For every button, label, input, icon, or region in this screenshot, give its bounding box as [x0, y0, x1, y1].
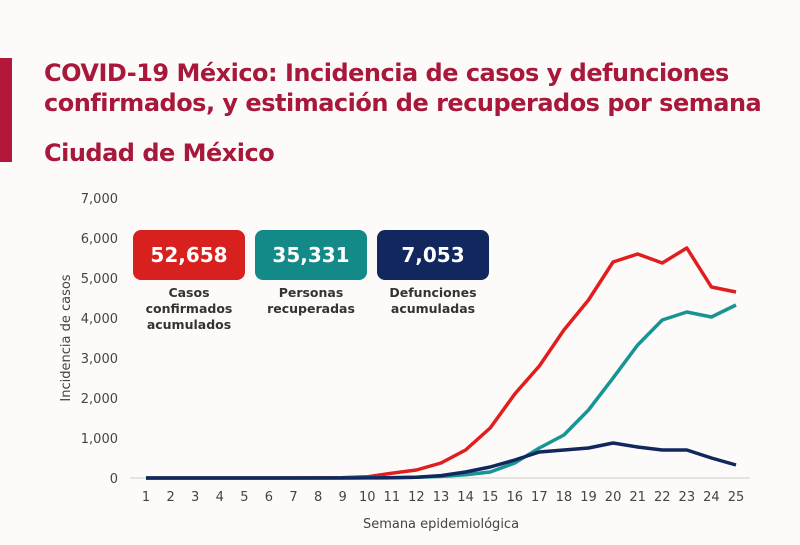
x-tick-label: 19	[580, 490, 597, 505]
badge-label-cases: Casos confirmados acumulados	[133, 285, 245, 333]
y-tick-label: 2,000	[81, 392, 118, 407]
x-tick-label: 17	[531, 490, 548, 505]
x-tick-label: 23	[679, 490, 696, 505]
chart-title: COVID-19 México: Incidencia de casos y d…	[44, 58, 762, 118]
badge-deaths: 7,053	[377, 230, 489, 280]
x-tick-label: 11	[384, 490, 401, 505]
y-tick-label: 6,000	[81, 232, 118, 247]
badge-cases: 52,658	[133, 230, 245, 280]
x-tick-label: 2	[166, 490, 174, 505]
x-tick-label: 21	[629, 490, 646, 505]
x-tick-label: 24	[703, 490, 720, 505]
label-line: Defunciones	[389, 285, 477, 300]
badge-value: 7,053	[401, 243, 465, 267]
x-tick-label: 6	[265, 490, 273, 505]
x-tick-label: 14	[457, 490, 474, 505]
x-tick-label: 1	[142, 490, 150, 505]
y-tick-label: 1,000	[81, 432, 118, 447]
y-tick-label: 5,000	[81, 272, 118, 287]
x-tick-label: 18	[556, 490, 573, 505]
x-tick-label: 15	[482, 490, 499, 505]
x-tick-label: 5	[240, 490, 248, 505]
badge-value: 52,658	[150, 243, 228, 267]
x-tick-label: 16	[506, 490, 523, 505]
label-line: Casos	[168, 285, 210, 300]
label-line: acumuladas	[390, 301, 476, 316]
title-line-2: confirmados, y estimación de recuperados…	[44, 89, 762, 117]
y-axis-title: Incidencia de casos	[59, 274, 74, 401]
series-line-cases	[146, 246, 737, 480]
x-tick-label: 8	[314, 490, 322, 505]
y-tick-label: 3,000	[81, 352, 118, 367]
badge-value: 35,331	[272, 243, 350, 267]
badge-label-recovered: Personas recuperadas	[255, 285, 367, 317]
badge-label-deaths: Defunciones acumuladas	[377, 285, 489, 317]
x-axis-title: Semana epidemiológica	[363, 517, 519, 532]
label-line: recuperadas	[267, 301, 355, 316]
x-tick-label: 20	[605, 490, 622, 505]
y-tick-label: 4,000	[81, 312, 118, 327]
x-tick-label: 12	[408, 490, 425, 505]
x-tick-label: 22	[654, 490, 671, 505]
series-line-deaths	[146, 441, 737, 480]
title-line-1: COVID-19 México: Incidencia de casos y d…	[44, 59, 729, 87]
label-line: acumulados	[146, 317, 232, 332]
accent-bar	[0, 58, 12, 162]
y-tick-label: 0	[110, 472, 118, 487]
badge-recovered: 35,331	[255, 230, 367, 280]
label-line: confirmados	[145, 301, 233, 316]
x-tick-label: 13	[433, 490, 450, 505]
x-tick-label: 7	[289, 490, 297, 505]
y-tick-label: 7,000	[81, 192, 118, 207]
x-tick-label: 10	[359, 490, 376, 505]
x-tick-label: 4	[216, 490, 224, 505]
chart-subtitle: Ciudad de México	[44, 139, 275, 167]
x-tick-label: 25	[728, 490, 745, 505]
label-line: Personas	[278, 285, 344, 300]
x-tick-label: 3	[191, 490, 199, 505]
x-tick-label: 9	[339, 490, 347, 505]
